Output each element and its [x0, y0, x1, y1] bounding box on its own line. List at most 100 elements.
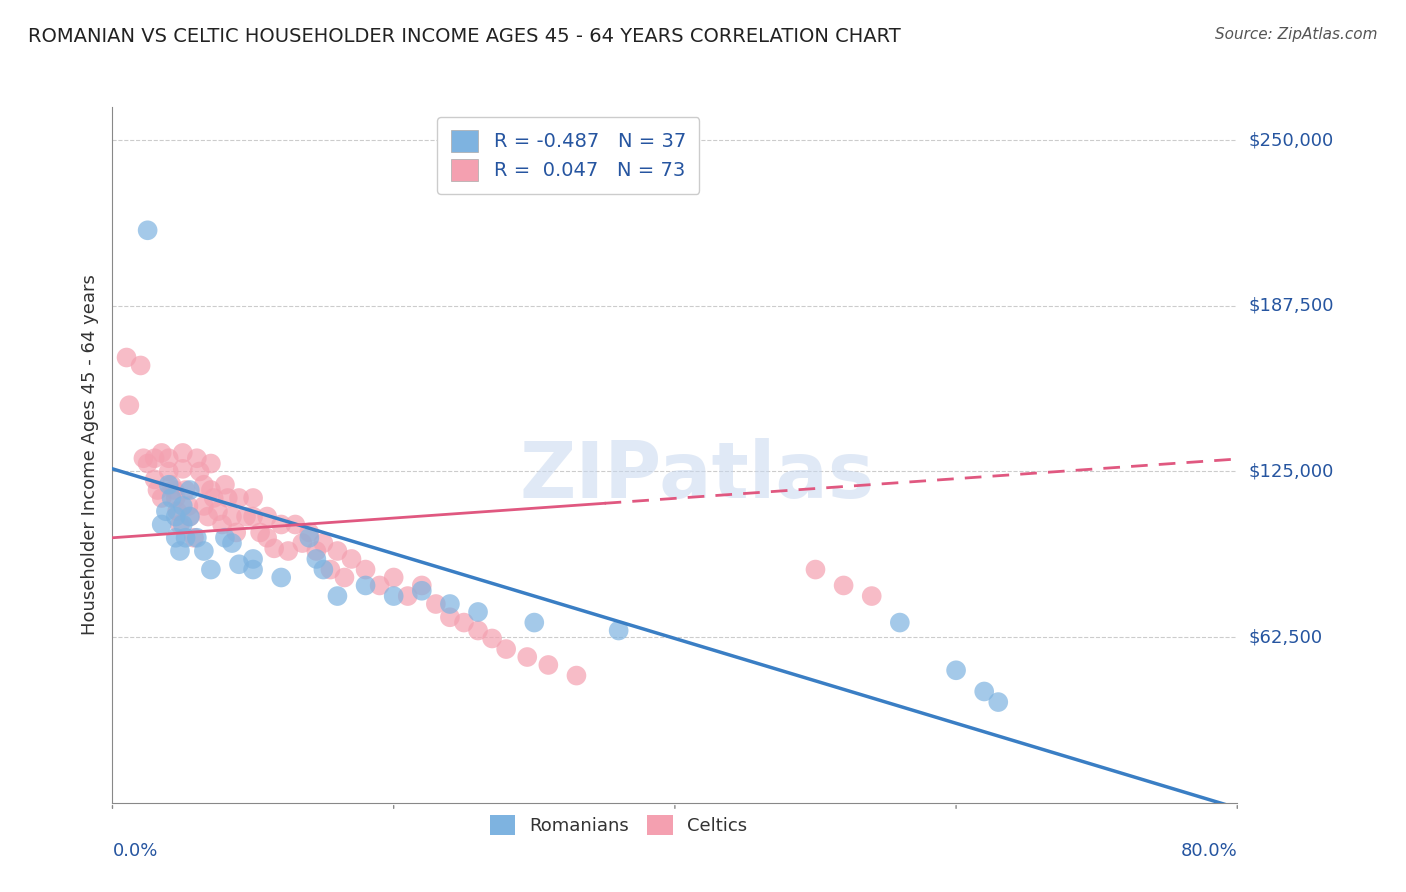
Point — [172, 499, 194, 513]
Point — [256, 531, 278, 545]
Point — [183, 531, 205, 545]
Point — [207, 504, 229, 518]
Point — [263, 541, 285, 556]
Point — [188, 465, 211, 479]
Point — [411, 578, 433, 592]
Point — [200, 457, 222, 471]
Point — [143, 472, 166, 486]
Point — [179, 509, 201, 524]
Point — [186, 451, 208, 466]
Point — [221, 509, 243, 524]
Point — [425, 597, 447, 611]
Point — [270, 517, 292, 532]
Text: $125,000: $125,000 — [1249, 462, 1334, 481]
Point — [453, 615, 475, 630]
Point — [179, 483, 201, 497]
Point — [177, 499, 200, 513]
Legend: Romanians, Celtics: Romanians, Celtics — [482, 808, 755, 842]
Point — [382, 570, 405, 584]
Point — [174, 531, 197, 545]
Point — [157, 451, 180, 466]
Point — [136, 223, 159, 237]
Point — [115, 351, 138, 365]
Point — [174, 483, 197, 497]
Point — [172, 462, 194, 476]
Point — [312, 563, 335, 577]
Point — [987, 695, 1010, 709]
Point — [166, 504, 188, 518]
Text: Source: ZipAtlas.com: Source: ZipAtlas.com — [1215, 27, 1378, 42]
Text: ZIPatlas: ZIPatlas — [520, 438, 875, 514]
Point — [305, 552, 328, 566]
Point — [200, 483, 222, 497]
Point — [197, 509, 219, 524]
Point — [193, 477, 215, 491]
Point — [150, 517, 173, 532]
Point — [242, 552, 264, 566]
Point — [832, 578, 855, 592]
Point — [172, 517, 194, 532]
Point — [382, 589, 405, 603]
Point — [249, 525, 271, 540]
Point — [179, 509, 201, 524]
Point — [277, 544, 299, 558]
Point — [214, 477, 236, 491]
Point — [467, 624, 489, 638]
Point — [150, 446, 173, 460]
Point — [160, 491, 183, 505]
Point — [165, 531, 187, 545]
Point — [157, 465, 180, 479]
Point — [804, 563, 827, 577]
Point — [228, 558, 250, 572]
Point — [354, 578, 377, 592]
Point — [256, 509, 278, 524]
Point — [146, 483, 169, 497]
Point — [523, 615, 546, 630]
Point — [298, 525, 321, 540]
Point — [973, 684, 995, 698]
Point — [155, 504, 177, 518]
Point — [132, 451, 155, 466]
Point — [169, 517, 191, 532]
Text: 80.0%: 80.0% — [1181, 842, 1237, 860]
Point — [150, 491, 173, 505]
Point — [326, 589, 349, 603]
Point — [202, 491, 225, 505]
Point — [439, 597, 461, 611]
Point — [160, 477, 183, 491]
Point — [889, 615, 911, 630]
Point — [537, 657, 560, 672]
Point — [516, 650, 538, 665]
Point — [193, 499, 215, 513]
Point — [217, 491, 239, 505]
Point — [270, 570, 292, 584]
Text: 0.0%: 0.0% — [112, 842, 157, 860]
Point — [242, 509, 264, 524]
Point — [228, 491, 250, 505]
Point — [221, 536, 243, 550]
Point — [225, 525, 247, 540]
Point — [186, 531, 208, 545]
Point — [354, 563, 377, 577]
Point — [242, 491, 264, 505]
Point — [607, 624, 630, 638]
Point — [305, 544, 328, 558]
Point — [193, 544, 215, 558]
Y-axis label: Householder Income Ages 45 - 64 years: Householder Income Ages 45 - 64 years — [80, 275, 98, 635]
Point — [481, 632, 503, 646]
Text: $187,500: $187,500 — [1249, 297, 1334, 315]
Text: ROMANIAN VS CELTIC HOUSEHOLDER INCOME AGES 45 - 64 YEARS CORRELATION CHART: ROMANIAN VS CELTIC HOUSEHOLDER INCOME AG… — [28, 27, 901, 45]
Point — [333, 570, 356, 584]
Point — [467, 605, 489, 619]
Point — [200, 563, 222, 577]
Point — [129, 359, 152, 373]
Point — [411, 583, 433, 598]
Point — [319, 563, 342, 577]
Text: $250,000: $250,000 — [1249, 131, 1334, 149]
Point — [284, 517, 307, 532]
Point — [157, 477, 180, 491]
Point — [945, 663, 967, 677]
Point — [118, 398, 141, 412]
Point — [291, 536, 314, 550]
Point — [143, 451, 166, 466]
